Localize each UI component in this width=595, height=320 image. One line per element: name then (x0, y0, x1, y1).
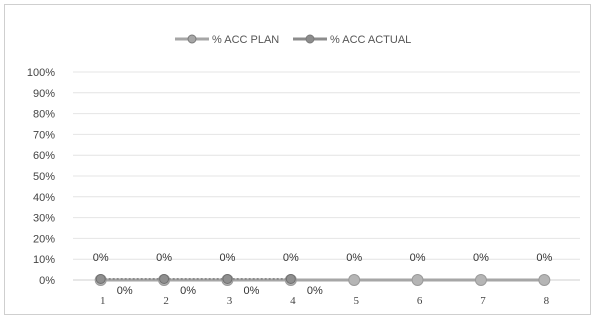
x-tick-label: 1 (100, 295, 106, 307)
data-label-actual: 0% (117, 285, 133, 297)
data-label-actual: 0% (243, 285, 259, 297)
x-tick-label: 3 (227, 295, 233, 307)
data-label-plan: 0% (473, 252, 489, 264)
y-tick-label: 60% (33, 150, 55, 162)
y-tick-label: 90% (33, 88, 55, 100)
data-label-plan: 0% (410, 252, 426, 264)
y-tick-label: 100% (27, 67, 55, 79)
data-label-plan: 0% (93, 252, 109, 264)
data-point-actual (95, 274, 106, 284)
data-point-plan (411, 274, 424, 286)
data-label-plan: 0% (156, 252, 172, 264)
legend-label: % ACC ACTUAL (330, 34, 411, 46)
data-point-actual (222, 274, 233, 284)
legend-marker (187, 34, 197, 44)
x-tick-label: 6 (417, 295, 423, 307)
y-tick-label: 40% (33, 192, 55, 204)
data-point-actual (285, 274, 296, 284)
x-tick-label: 5 (353, 295, 359, 307)
x-tick-label: 2 (163, 295, 169, 307)
data-point-plan (474, 274, 487, 286)
data-label-plan: 0% (283, 252, 299, 264)
data-label-plan: 0% (536, 252, 552, 264)
data-point-actual (159, 274, 170, 284)
y-tick-label: 20% (33, 233, 55, 245)
y-tick-label: 0% (39, 275, 55, 287)
data-label-actual: 0% (307, 285, 323, 297)
y-tick-label: 50% (33, 171, 55, 183)
data-label-actual: 0% (180, 285, 196, 297)
y-tick-label: 10% (33, 254, 55, 266)
legend-marker (305, 34, 315, 44)
data-point-plan (348, 274, 361, 286)
data-label-plan: 0% (219, 252, 235, 264)
x-tick-label: 4 (290, 295, 296, 307)
data-point-plan (538, 274, 551, 286)
y-tick-label: 70% (33, 129, 55, 141)
line-chart: 0%10%20%30%40%50%60%70%80%90%100%1 2 3 4 5 6 7… (27, 34, 580, 307)
legend-label: % ACC PLAN (212, 34, 279, 46)
x-tick-label: 8 (544, 295, 550, 307)
y-tick-label: 80% (33, 109, 55, 121)
chart-frame: 0% 10% 20% 30% 40% 50% 60% 70% 80% 90% 100% 1 2 3 4 5 6 7… (4, 4, 591, 315)
y-tick-label: 30% (33, 213, 55, 225)
x-tick-label: 7 (480, 295, 486, 307)
data-label-plan: 0% (346, 252, 362, 264)
